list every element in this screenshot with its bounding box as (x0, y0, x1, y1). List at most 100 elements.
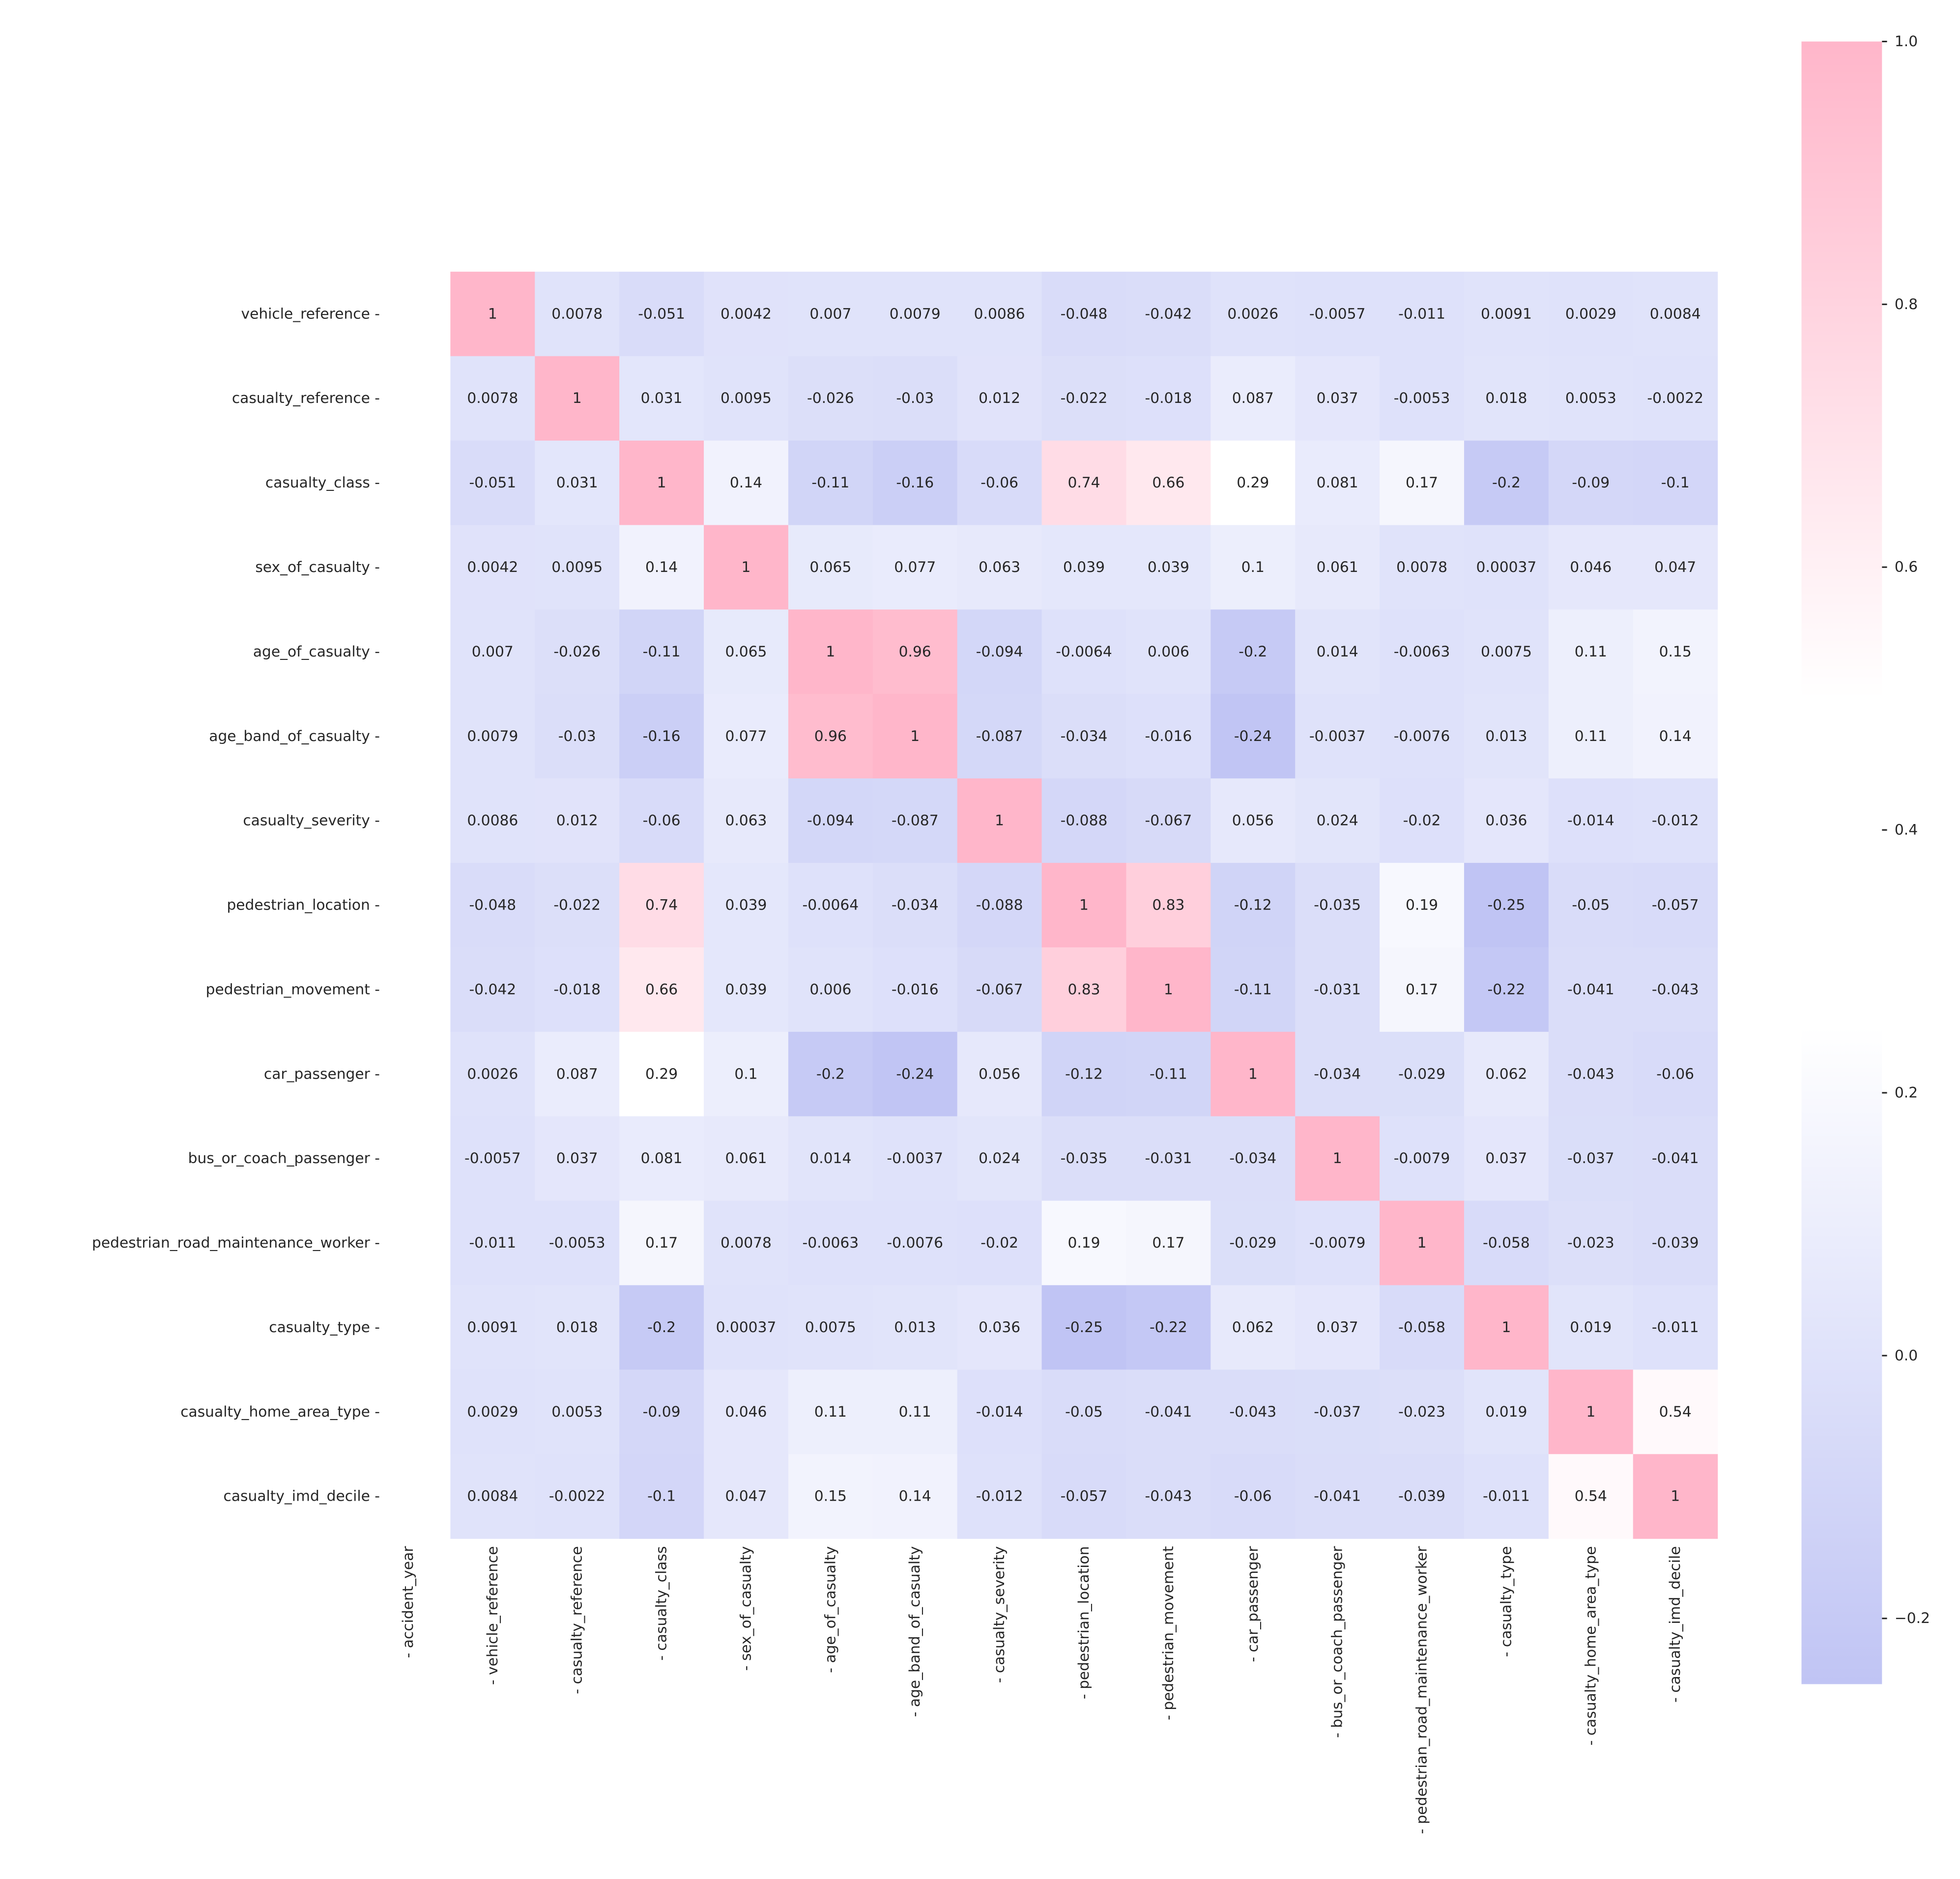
cell-value-label: 0.014 (809, 1150, 851, 1167)
cell-value-label: -0.057 (1061, 1488, 1108, 1505)
column-tick-label: - age_band_of_casualty (906, 1546, 923, 1717)
heatmap-cell (1380, 778, 1465, 863)
row-tick-label: casualty_home_area_type - (180, 1403, 380, 1421)
heatmap-cell (450, 694, 535, 779)
cell-value-label: 1 (995, 812, 1004, 829)
heatmap-cell (1126, 525, 1211, 610)
heatmap-cell (450, 271, 535, 357)
heatmap-cell (1211, 271, 1296, 357)
cell-annotations: 1 0.0078 -0.051 0.0042 0.007 0.0079 0.0086 -0.0… (464, 305, 1703, 1505)
cell-value-label: 1 (1417, 1234, 1427, 1252)
cell-value-label: -0.02 (1403, 812, 1441, 829)
cell-value-label: -0.012 (1652, 812, 1699, 829)
heatmap-cell (619, 694, 704, 779)
cell-value-label: 1 (826, 643, 835, 660)
cell-value-label: 0.0042 (721, 305, 772, 322)
cell-value-label: -0.0064 (1056, 643, 1112, 660)
cell-value-label: 0.0078 (467, 390, 518, 407)
cell-value-label: -0.018 (1145, 390, 1192, 407)
cell-value-label: 0.1 (734, 1065, 757, 1082)
cell-value-label: 0.29 (1237, 474, 1269, 491)
heatmap-cell (788, 271, 873, 357)
cell-value-label: 0.031 (641, 390, 683, 407)
heatmap-cell (1295, 947, 1380, 1032)
heatmap-cell (872, 947, 958, 1032)
heatmap-cell (1211, 356, 1296, 441)
heatmap-cell (450, 1200, 535, 1286)
cell-value-label: -0.24 (896, 1065, 934, 1082)
heatmap-cell (1126, 1116, 1211, 1201)
heatmap-cell (1211, 863, 1296, 948)
heatmap-cell (1633, 947, 1718, 1032)
heatmap-cell (1041, 947, 1127, 1032)
heatmap-cell (1548, 1200, 1634, 1286)
heatmap-cell (1211, 1116, 1296, 1201)
heatmap-cell (450, 863, 535, 948)
heatmap-cell (1633, 778, 1718, 863)
heatmap-cell (619, 356, 704, 441)
cell-value-label: 0.007 (809, 305, 851, 322)
heatmap-cell (1633, 1200, 1718, 1286)
cell-value-label: 0.0042 (467, 559, 518, 576)
cell-value-label: -0.16 (896, 474, 934, 491)
cell-value-label: 0.047 (725, 1488, 767, 1505)
heatmap-cell (1548, 525, 1634, 610)
cell-value-label: 0.0086 (467, 812, 518, 829)
cell-value-label: 0.0078 (551, 305, 603, 322)
heatmap-cell (450, 440, 535, 526)
cell-value-label: 0.046 (725, 1403, 767, 1421)
cell-value-label: -0.0079 (1309, 1234, 1366, 1252)
heatmap-cell (535, 694, 620, 779)
heatmap-cell (1295, 525, 1380, 610)
heatmap-cell (1464, 863, 1549, 948)
heatmap-cell (619, 1116, 704, 1201)
heatmap-cell (1041, 440, 1127, 526)
cell-value-label: -0.2 (1492, 474, 1521, 491)
heatmap-cell (1126, 863, 1211, 948)
cell-value-label: 0.039 (725, 981, 767, 998)
heatmap-cell (535, 440, 620, 526)
column-tick-label: - casualty_home_area_type (1582, 1546, 1599, 1746)
heatmap-cell (704, 609, 789, 694)
cell-value-label: -0.023 (1398, 1403, 1445, 1421)
cell-value-label: -0.035 (1061, 1150, 1108, 1167)
heatmap-cell (704, 1116, 789, 1201)
cell-value-label: -0.0022 (1647, 390, 1703, 407)
heatmap-cell (1633, 356, 1718, 441)
heatmap-cell (1041, 1031, 1127, 1117)
row-tick-label: casualty_type - (269, 1319, 380, 1336)
cell-value-label: 0.00037 (716, 1319, 777, 1336)
cell-value-label: -0.051 (638, 305, 685, 322)
cell-value-label: -0.25 (1065, 1319, 1103, 1336)
cell-value-label: 0.087 (556, 1065, 598, 1082)
heatmap-cell (788, 1200, 873, 1286)
heatmap-cell (872, 863, 958, 948)
cell-value-label: 0.0095 (551, 559, 603, 576)
heatmap-cell (1548, 1285, 1634, 1370)
heatmap-cell (1211, 1200, 1296, 1286)
heatmap-cell (1211, 947, 1296, 1032)
heatmap-cell (1211, 1031, 1296, 1117)
cell-value-label: -0.058 (1483, 1234, 1530, 1252)
heatmap-cell (704, 778, 789, 863)
row-tick-label: vehicle_reference - (241, 305, 380, 322)
cell-value-label: 0.19 (1406, 897, 1438, 914)
colorbar-tick-label: −0.2 (1895, 1610, 1930, 1627)
heatmap-cell (1464, 525, 1549, 610)
heatmap-cell (1380, 440, 1465, 526)
row-tick-label: casualty_reference - (232, 390, 380, 407)
cell-value-label: 1 (657, 474, 666, 491)
cell-value-label: 0.66 (645, 981, 678, 998)
heatmap-cell (450, 778, 535, 863)
heatmap-cell (788, 1116, 873, 1201)
heatmap-cell (1041, 271, 1127, 357)
heatmap-cell (1295, 778, 1380, 863)
cell-value-label: -0.014 (1567, 812, 1614, 829)
cell-value-label: 0.036 (979, 1319, 1020, 1336)
colorbar-tick-label: 0.4 (1895, 822, 1918, 839)
cell-value-label: 1 (573, 390, 582, 407)
column-tick-label: - casualty_reference (569, 1546, 586, 1694)
cell-value-label: 0.0084 (467, 1488, 518, 1505)
cell-value-label: 1 (742, 559, 751, 576)
cell-value-label: -0.043 (1145, 1488, 1192, 1505)
